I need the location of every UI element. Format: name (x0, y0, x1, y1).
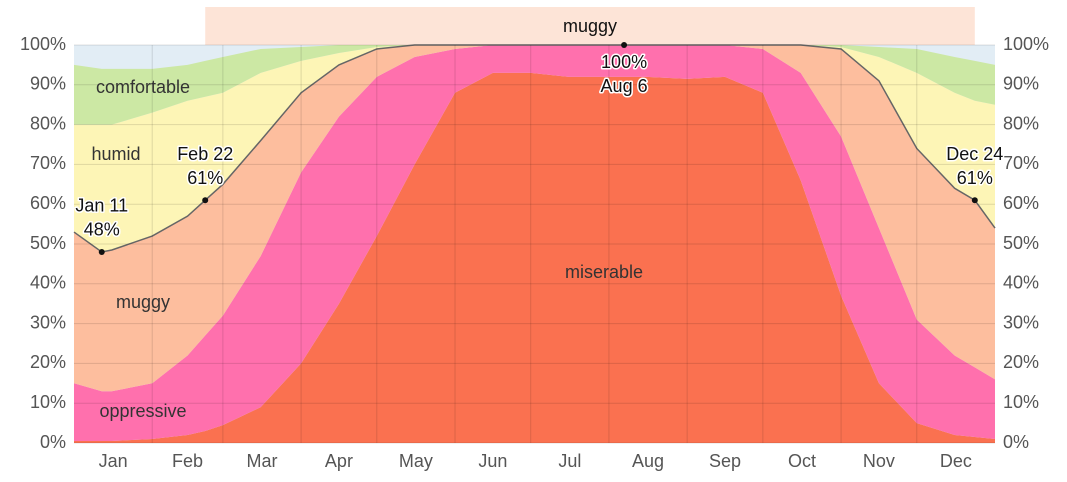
x-tick-label: Jul (558, 451, 581, 471)
x-tick-label: Jun (478, 451, 507, 471)
annotation-point (202, 197, 209, 204)
y2-tick-label: 40% (1003, 273, 1039, 293)
outline (73, 44, 996, 253)
x-tick-label: Sep (709, 451, 741, 471)
top-band (205, 7, 975, 45)
y2-tick-label: 30% (1003, 312, 1039, 332)
annotation-date: Feb 22 (177, 144, 233, 164)
area-label: muggy (116, 292, 170, 312)
area-label: humid (91, 144, 140, 164)
annotation-point (98, 248, 105, 255)
y-tick-label: 50% (30, 233, 66, 253)
area-label: oppressive (99, 401, 186, 421)
y-tick-label: 60% (30, 193, 66, 213)
y-tick-label: 80% (30, 113, 66, 133)
y-tick-label: 30% (30, 312, 66, 332)
area-label: comfortable (96, 77, 190, 97)
y-tick-label: 100% (20, 34, 66, 54)
annotation-value: 61% (957, 168, 993, 188)
y2-tick-label: 80% (1003, 113, 1039, 133)
y2-tick-label: 90% (1003, 74, 1039, 94)
y2-tick-label: 100% (1003, 34, 1049, 54)
annotation-point (621, 42, 628, 48)
area (74, 45, 995, 125)
y-tick-label: 0% (40, 432, 66, 452)
y-tick-label: 40% (30, 273, 66, 293)
annotation-value: 100% (601, 52, 647, 72)
area (74, 72, 995, 444)
y2-tick-label: 50% (1003, 233, 1039, 253)
y-tick-label: 20% (30, 352, 66, 372)
y2-tick-label: 70% (1003, 153, 1039, 173)
x-tick-label: Jan (99, 451, 128, 471)
annotation-value: 61% (187, 168, 223, 188)
x-tick-label: Aug (632, 451, 664, 471)
annotation-date: Aug 6 (601, 76, 648, 96)
annotation-point (971, 197, 978, 204)
annotation-value: 48% (84, 220, 120, 240)
area (74, 45, 995, 392)
y-tick-label: 90% (30, 74, 66, 94)
x-tick-label: Mar (246, 451, 277, 471)
x-tick-label: Dec (940, 451, 972, 471)
x-tick-label: Feb (172, 451, 203, 471)
annotation-date: Jan 11 (75, 196, 128, 216)
y-tick-label: 10% (30, 392, 66, 412)
x-tick-label: Oct (788, 451, 816, 471)
x-tick-label: May (399, 451, 433, 471)
y2-tick-label: 20% (1003, 352, 1039, 372)
x-tick-label: Apr (325, 451, 353, 471)
y-tick-label: 70% (30, 153, 66, 173)
y2-tick-label: 0% (1003, 432, 1029, 452)
annotation-date: Dec 24 (946, 144, 1003, 164)
area-label: miserable (565, 262, 643, 282)
y2-tick-label: 10% (1003, 392, 1039, 412)
y2-tick-label: 60% (1003, 193, 1039, 213)
x-tick-label: Nov (863, 451, 895, 471)
top-band-label: muggy (563, 16, 617, 36)
area (74, 45, 995, 442)
